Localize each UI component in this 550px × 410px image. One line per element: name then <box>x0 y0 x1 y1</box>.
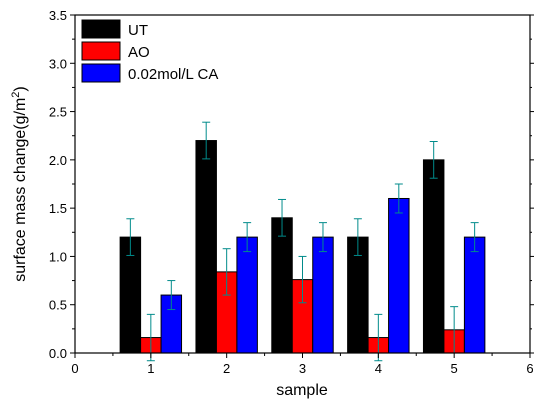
error-bar-1-sample-5 <box>429 141 438 179</box>
legend-label-3: 0.02mol/L CA <box>128 66 218 83</box>
y-tick-label: 1.0 <box>49 249 67 264</box>
bar-3-sample-3 <box>312 236 334 354</box>
y-tick-label: 0.5 <box>49 298 67 313</box>
legend-swatch-1 <box>81 19 121 39</box>
x-tick-label: 3 <box>299 361 306 376</box>
bars-layer <box>119 140 486 354</box>
bar-1-sample-5 <box>422 159 445 354</box>
legend-swatch-3 <box>81 63 121 83</box>
bar-1-sample-2 <box>195 140 217 354</box>
bar-3-sample-2 <box>236 236 258 354</box>
y-axis-label-close: ) <box>12 86 29 91</box>
y-tick-label: 2.5 <box>49 105 67 120</box>
x-tick-label: 0 <box>71 361 78 376</box>
x-axis-label: sample <box>276 382 328 399</box>
error-bar-3-sample-4 <box>394 183 403 214</box>
x-tick-label: 1 <box>147 361 154 376</box>
error-bar-1-sample-2 <box>202 121 211 160</box>
x-tick-label: 5 <box>451 361 458 376</box>
y-axis-label: surface mass change(g/m2) <box>10 86 29 282</box>
error-bar-3-sample-5 <box>470 222 479 253</box>
error-bar-1-sample-3 <box>278 198 287 237</box>
error-bar-3-sample-1 <box>167 280 176 311</box>
y-tick-label: 3.5 <box>49 8 67 23</box>
x-tick-label: 4 <box>375 361 382 376</box>
x-tick-label: 2 <box>223 361 230 376</box>
x-tick-label: 6 <box>526 361 533 376</box>
legend-swatch-2 <box>81 41 121 61</box>
legend-label-1: UT <box>128 22 148 39</box>
error-bar-2-sample-3 <box>298 255 307 304</box>
error-bars-layer <box>126 121 479 362</box>
error-bar-1-sample-1 <box>126 218 135 256</box>
bar-1-sample-3 <box>271 217 293 354</box>
y-tick-label: 3.0 <box>49 56 67 71</box>
error-bar-2-sample-2 <box>222 248 231 296</box>
error-bar-1-sample-4 <box>353 218 362 256</box>
legend-label-2: AO <box>128 44 150 61</box>
y-axis-label-main: surface mass change(g/m <box>12 98 29 282</box>
error-bar-3-sample-2 <box>243 222 252 253</box>
bar-3-sample-5 <box>463 236 486 354</box>
bar-3-sample-4 <box>388 197 410 354</box>
y-tick-label: 1.5 <box>49 201 67 216</box>
y-tick-label: 2.0 <box>49 153 67 168</box>
y-axis-label-sup: 2 <box>10 92 22 98</box>
ticks-layer: 0.0 0.5 1.0 1.5 2.0 2.5 3.0 3.5 0 1 2 3 4 5 6 <box>49 8 534 376</box>
legend: UT AO 0.02mol/L CA <box>81 19 218 83</box>
y-tick-label: 0.0 <box>49 346 67 361</box>
error-bar-3-sample-3 <box>318 222 327 253</box>
